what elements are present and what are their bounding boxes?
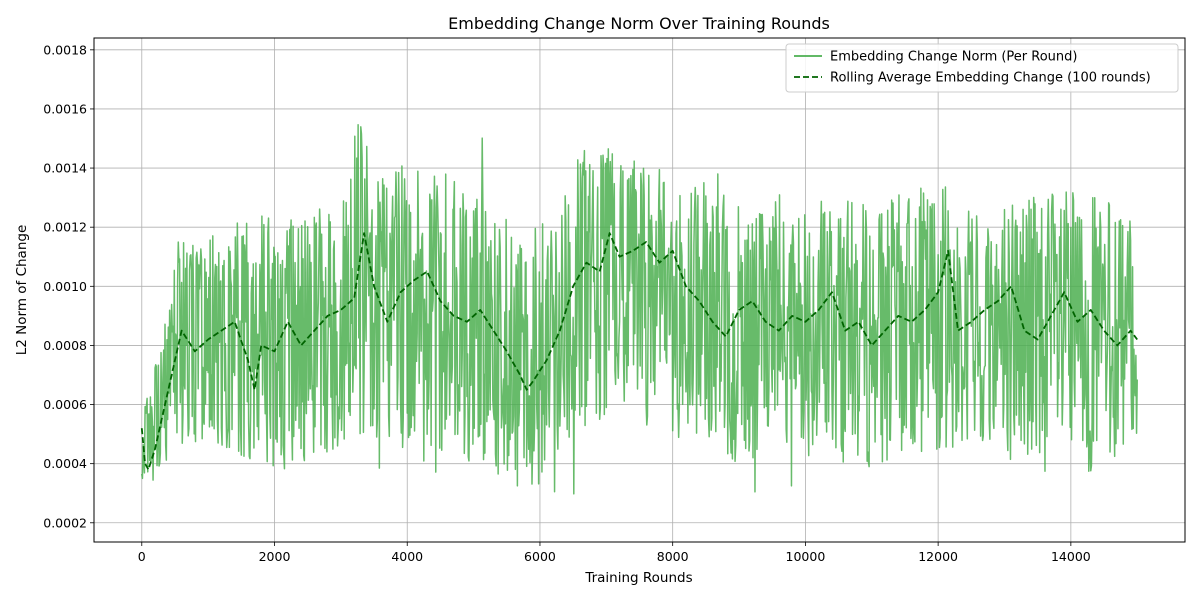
x-tick-label: 0 — [138, 549, 146, 564]
y-axis: 0.0002 0.0004 0.0006 0.0008 0.0010 0.0012 0.00… — [43, 42, 94, 530]
x-tick-label: 14000 — [1051, 549, 1091, 564]
plot-area — [140, 123, 1138, 495]
x-tick-label: 4000 — [391, 549, 423, 564]
x-tick-label: 10000 — [786, 549, 826, 564]
legend-box — [785, 43, 1179, 93]
y-tick-label: 0.0004 — [43, 456, 87, 471]
y-axis-label: L2 Norm of Change — [14, 225, 30, 356]
series-line-rolling-average — [140, 232, 1138, 471]
y-tick-label: 0.0016 — [43, 101, 87, 116]
y-tick-label: 0.0002 — [43, 515, 87, 530]
legend-label-rolling-average: Rolling Average Embedding Change (100 ro… — [830, 71, 1151, 86]
x-tick-label: 6000 — [524, 549, 556, 564]
plot-frame — [93, 37, 1186, 543]
x-tick-label: 8000 — [657, 549, 689, 564]
y-tick-label: 0.0014 — [43, 161, 87, 176]
y-tick-label: 0.0018 — [43, 42, 87, 57]
x-tick-label: 2000 — [259, 549, 291, 564]
chart-title: Embedding Change Norm Over Training Roun… — [448, 14, 830, 33]
series-line-per-round — [141, 123, 1138, 495]
x-tick-label: 12000 — [918, 549, 958, 564]
y-tick-label: 0.0010 — [43, 279, 87, 294]
y-tick-label: 0.0012 — [43, 220, 87, 235]
x-axis-label: Training Rounds — [584, 570, 692, 586]
y-tick-label: 0.0008 — [43, 338, 87, 353]
y-tick-label: 0.0006 — [43, 397, 87, 412]
x-axis: 0 2000 4000 6000 8000 10000 12000 14000 — [138, 542, 1091, 564]
legend-label-per-round: Embedding Change Norm (Per Round) — [830, 50, 1078, 65]
legend: Embedding Change Norm (Per Round) Rollin… — [785, 43, 1179, 93]
